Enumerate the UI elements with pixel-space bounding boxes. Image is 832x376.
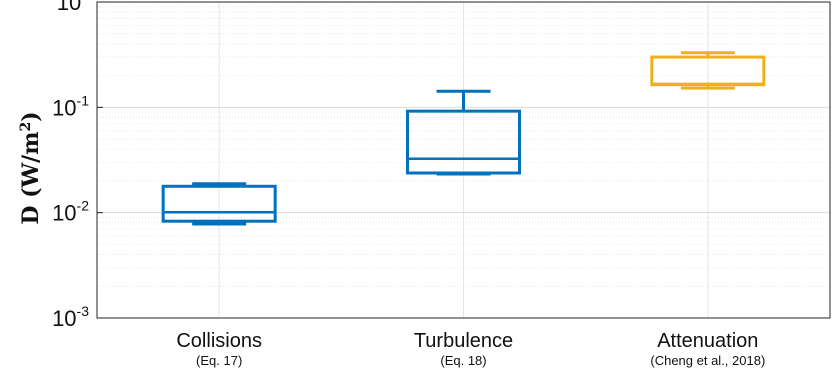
y-tick-label: 10-1 [52,92,89,120]
category-sublabel: (Eq. 17) [196,353,242,368]
y-axis-label: D (W/m2) [18,111,44,224]
y-tick-label: 100 [57,0,89,15]
x-axis-labels: Collisions(Eq. 17) Turbulence(Eq. 18) Atte… [176,330,765,368]
iqr-box [406,109,521,175]
box-collisions [161,182,277,226]
box-turbulence [406,89,521,176]
category-label: Attenuation [657,330,758,352]
y-tick-label: 10-2 [52,198,89,226]
category-label: Turbulence [414,330,513,352]
grid-lines [97,1,830,319]
category-label: Collisions [176,330,262,352]
category-sublabel: (Eq. 18) [440,353,486,368]
boxes [161,51,766,226]
plot-frame [96,1,831,319]
iqr-box [161,184,277,223]
category-sublabel: (Cheng et al., 2018) [650,353,765,368]
y-ticks: 10-3 10-2 10-1 100 [52,0,103,331]
y-tick-label: 10-3 [52,303,89,331]
box-attenuation [650,51,766,90]
